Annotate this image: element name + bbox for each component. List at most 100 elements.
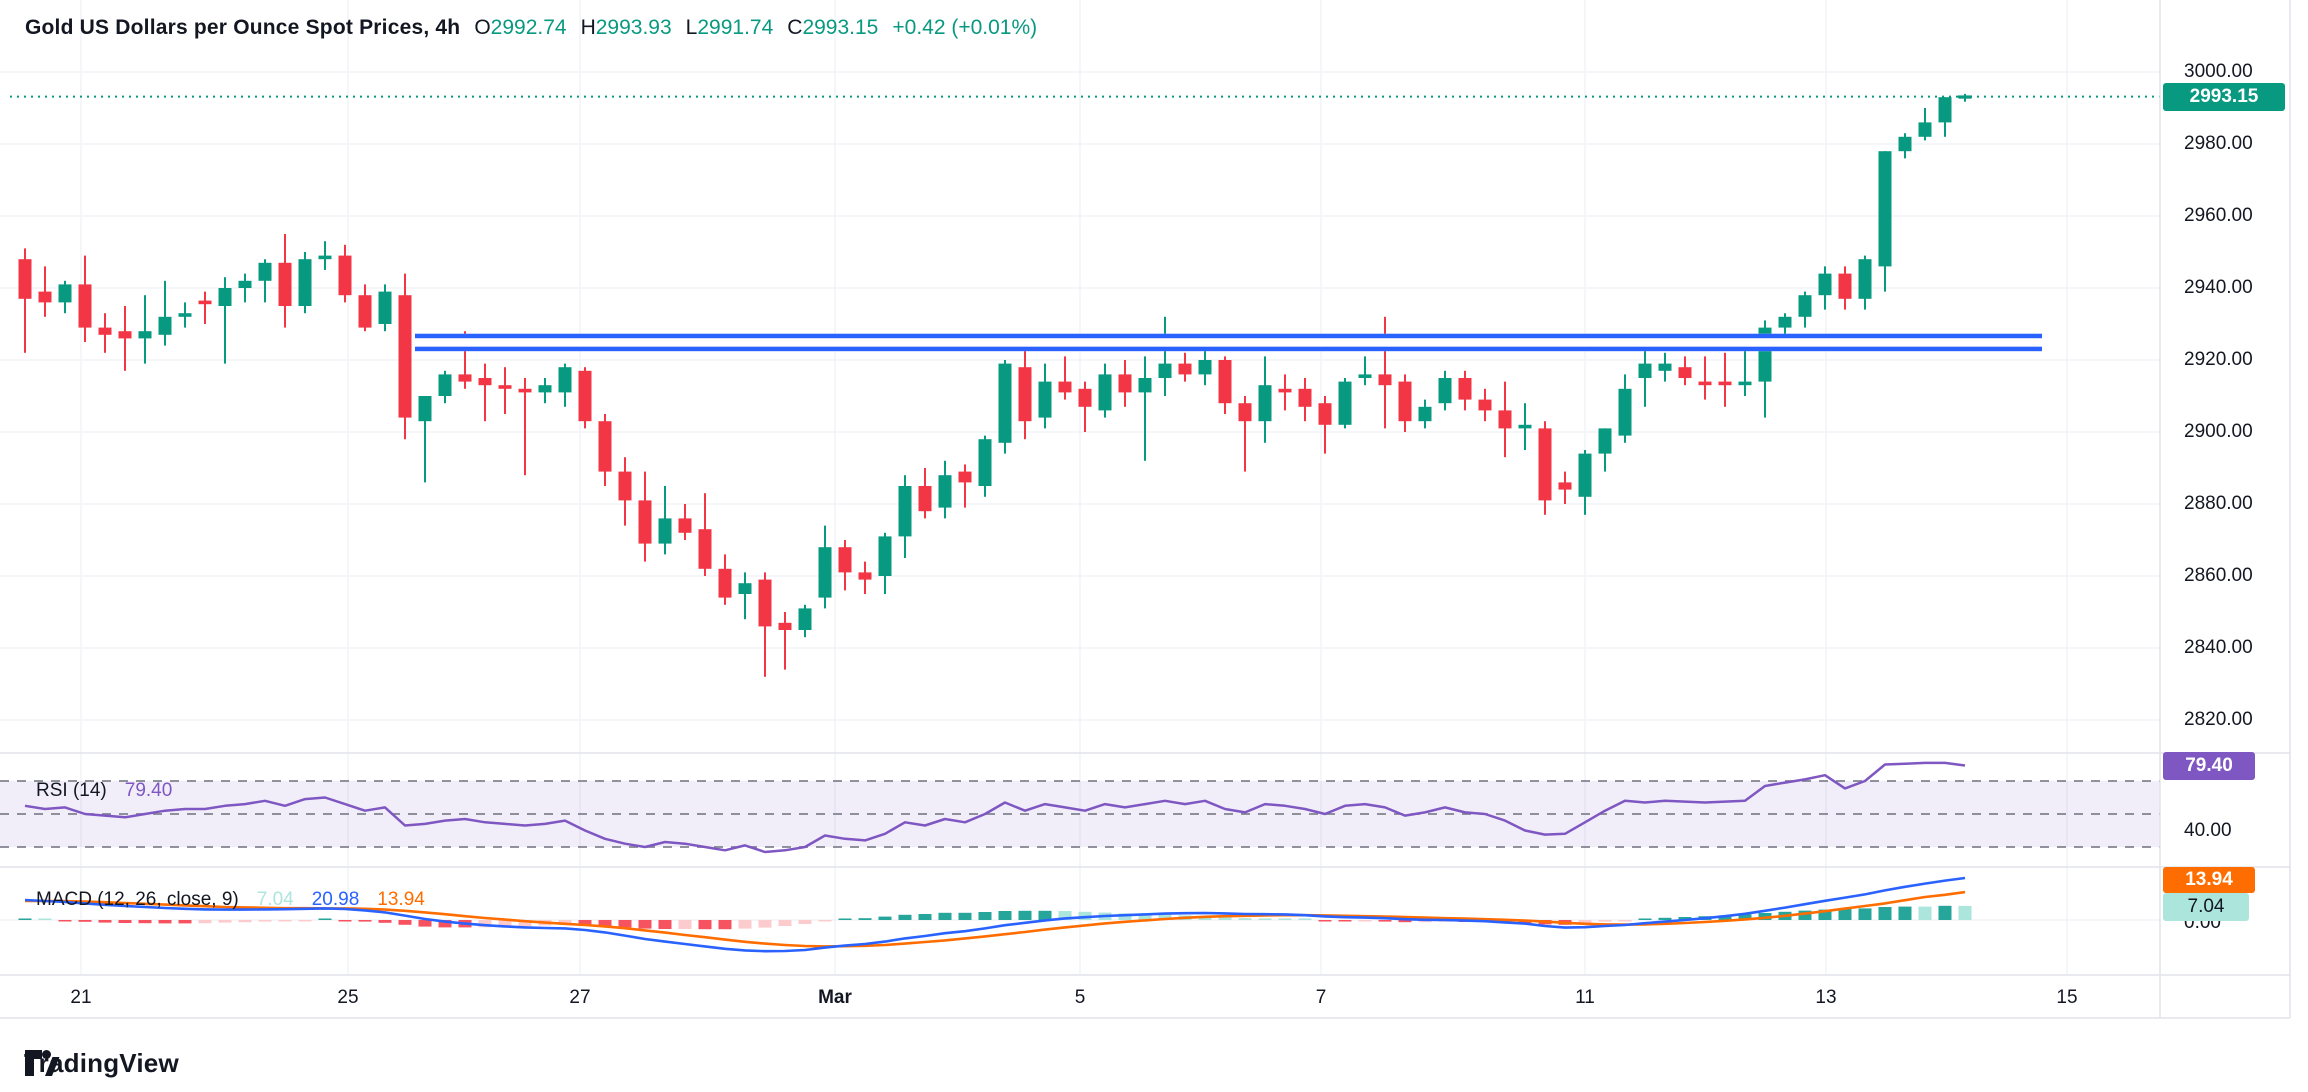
macd-histogram-bar bbox=[1038, 910, 1052, 920]
candle-body bbox=[1618, 388, 1632, 436]
macd-histogram-bar bbox=[858, 918, 872, 920]
candle-body bbox=[578, 370, 592, 422]
time-tick-label: 15 bbox=[2056, 987, 2078, 1008]
candle-body bbox=[698, 529, 712, 569]
candle-body bbox=[278, 262, 292, 306]
macd-histogram-bar bbox=[1878, 907, 1892, 920]
macd-histogram-bar bbox=[78, 920, 92, 922]
candle-body bbox=[1358, 374, 1372, 378]
candle-body bbox=[1178, 363, 1192, 375]
macd-histogram-bar bbox=[1238, 918, 1252, 920]
candle-body bbox=[1278, 388, 1292, 393]
candle-body bbox=[558, 367, 572, 393]
rsi-legend[interactable]: RSI (14) 79.40 bbox=[36, 780, 172, 802]
candle-body bbox=[1018, 367, 1032, 422]
macd-histogram-bar bbox=[338, 920, 352, 922]
macd-histogram-bar bbox=[1138, 914, 1152, 920]
candle-body bbox=[418, 396, 432, 422]
macd-histogram-bar bbox=[978, 912, 992, 920]
rsi-axis-label-40: 40.00 bbox=[2184, 820, 2232, 841]
candle-body bbox=[518, 388, 532, 393]
macd-histogram-bar bbox=[298, 920, 312, 922]
macd-legend-macd-value: 20.98 bbox=[311, 889, 360, 910]
price-tick-label: 2820.00 bbox=[2184, 709, 2253, 730]
macd-histogram-bar bbox=[1058, 911, 1072, 920]
time-tick-label: 27 bbox=[569, 987, 591, 1008]
macd-histogram-bar bbox=[378, 920, 392, 923]
time-tick-label: 13 bbox=[1815, 987, 1837, 1008]
candle-body bbox=[1038, 381, 1052, 418]
macd-histogram-bar bbox=[1398, 920, 1412, 923]
horizontal-level-bottom-line bbox=[415, 346, 2042, 352]
macd-histogram-bar bbox=[438, 920, 452, 928]
macd-histogram-bar bbox=[1018, 910, 1032, 920]
macd-histogram-bar bbox=[758, 920, 772, 928]
macd-histogram-bar bbox=[1338, 920, 1352, 922]
macd-histogram-bar bbox=[818, 920, 832, 922]
candle-body bbox=[498, 385, 512, 389]
price-tick-label: 3000.00 bbox=[2184, 61, 2253, 82]
candle-body bbox=[1518, 424, 1532, 429]
candle-body bbox=[1378, 374, 1392, 386]
candle-body bbox=[78, 284, 92, 328]
macd-histogram-bar bbox=[938, 912, 952, 920]
macd-legend[interactable]: MACD (12, 26, close, 9) 7.04 20.98 13.94 bbox=[36, 889, 425, 911]
candle-body bbox=[1878, 151, 1892, 267]
candle-body bbox=[738, 583, 752, 594]
candle-body bbox=[138, 331, 152, 339]
tradingview-watermark[interactable]: TradingView bbox=[24, 1048, 179, 1079]
macd-signal-badge: 13.94 bbox=[2163, 867, 2255, 893]
time-tick-label: 25 bbox=[337, 987, 359, 1008]
candle-body bbox=[858, 572, 872, 580]
horizontal-level-top-line bbox=[415, 333, 2042, 339]
rsi-line bbox=[24, 761, 1966, 854]
time-tick-label: 5 bbox=[1074, 987, 1086, 1008]
macd-histogram-bar bbox=[1418, 920, 1432, 923]
macd-histogram-bar bbox=[478, 920, 492, 928]
candle-body bbox=[1078, 388, 1092, 407]
symbol-info-bar[interactable]: Gold US Dollars per Ounce Spot Prices, 4… bbox=[25, 16, 1037, 40]
candle-body bbox=[98, 327, 112, 335]
candle-body bbox=[298, 259, 312, 306]
macd-histogram-bar bbox=[1118, 913, 1132, 920]
candle-body bbox=[638, 500, 652, 544]
price-change: +0.42 (+0.01%) bbox=[892, 16, 1038, 39]
candle-body bbox=[318, 255, 332, 260]
candle-body bbox=[1438, 378, 1452, 404]
macd-histogram-bar bbox=[358, 920, 372, 922]
price-tick-label: 2840.00 bbox=[2184, 637, 2253, 658]
candle-body bbox=[918, 486, 932, 512]
candle-body bbox=[1738, 381, 1752, 386]
candle-body bbox=[1798, 295, 1812, 317]
macd-histogram-bar bbox=[1598, 920, 1612, 922]
candle-body bbox=[58, 284, 72, 303]
macd-histogram-bar bbox=[218, 920, 232, 923]
candle-body bbox=[218, 288, 232, 306]
candle-body bbox=[1498, 410, 1512, 429]
macd-histogram-bar bbox=[118, 920, 132, 923]
candle-body bbox=[1938, 97, 1952, 123]
candle-body bbox=[238, 280, 252, 288]
macd-histogram-bar bbox=[918, 914, 932, 920]
macd-histogram-bar bbox=[1718, 915, 1732, 920]
macd-histogram-bar bbox=[1578, 920, 1592, 924]
candle-body bbox=[1918, 122, 1932, 137]
candle-body bbox=[718, 568, 732, 598]
macd-histogram-bar bbox=[578, 920, 592, 925]
candle-body bbox=[758, 579, 772, 627]
rsi-legend-title: RSI (14) bbox=[36, 780, 107, 801]
price-tick-label: 2960.00 bbox=[2184, 205, 2253, 226]
candle-body bbox=[1218, 360, 1232, 404]
candle-body bbox=[1318, 403, 1332, 425]
candle-body bbox=[1698, 381, 1712, 386]
macd-histogram-bar bbox=[1858, 908, 1872, 920]
macd-histogram-bar bbox=[558, 920, 572, 925]
macd-legend-hist-value: 7.04 bbox=[256, 889, 294, 910]
candle-body bbox=[838, 547, 852, 573]
candle-body bbox=[1198, 360, 1212, 375]
rsi-value-badge: 79.40 bbox=[2163, 752, 2255, 780]
macd-histogram-bar bbox=[958, 912, 972, 920]
candle-body bbox=[1298, 388, 1312, 407]
symbol-title: Gold US Dollars per Ounce Spot Prices, 4… bbox=[25, 16, 461, 39]
